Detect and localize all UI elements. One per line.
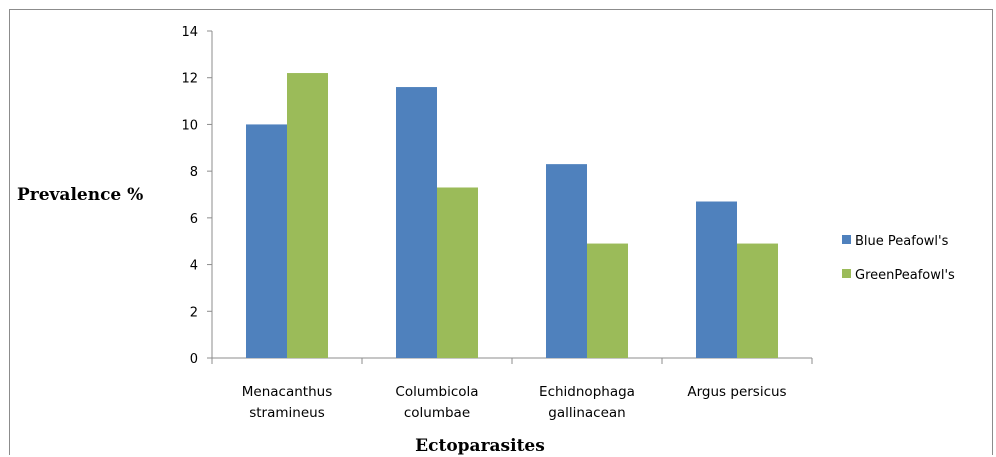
category-labels: Menacanthus stramineus Columbicola columbae… [242, 384, 787, 421]
legend-label: GreenPeafowl's [855, 268, 955, 283]
y-axis-title: Prevalence % [17, 185, 143, 205]
x-category-label: Menacanthus [242, 384, 332, 400]
y-tick-label: 14 [181, 25, 198, 40]
bar-green-peafowl-1 [437, 187, 478, 358]
y-tick-label: 12 [181, 72, 198, 87]
x-axis-title: Ectoparasites [415, 436, 545, 456]
x-category-label: columbae [404, 405, 470, 421]
legend-label: Blue Peafowl's [855, 234, 949, 249]
legend-swatch [842, 269, 851, 278]
x-category-label: Columbicola [395, 384, 478, 400]
bar-green-peafowl-2 [587, 243, 628, 358]
chart-frame [9, 9, 993, 455]
y-tick-label: 4 [190, 259, 198, 274]
x-axis [211, 357, 813, 364]
bars [246, 73, 778, 359]
x-category-label: Argus persicus [687, 384, 786, 400]
y-tick-label: 6 [190, 212, 198, 227]
bar-green-peafowl-0 [287, 73, 328, 359]
bar-blue-peafowl-2 [546, 164, 587, 358]
y-tick-label: 10 [181, 118, 198, 133]
bar-blue-peafowl-0 [246, 124, 287, 358]
y-tick-label: 2 [190, 305, 198, 320]
bar-blue-peafowl-1 [396, 87, 437, 359]
y-tick-label: 0 [190, 352, 198, 367]
y-tick-label: 8 [190, 165, 198, 180]
legend-swatch [842, 235, 851, 244]
x-category-label: Echidnophaga [539, 384, 635, 400]
x-category-label: stramineus [249, 405, 325, 421]
legend: Blue Peafowl's GreenPeafowl's [842, 234, 955, 283]
bar-blue-peafowl-3 [696, 201, 737, 358]
bar-green-peafowl-3 [737, 243, 778, 358]
y-axis: 0 2 4 6 8 10 12 14 [181, 25, 213, 367]
x-category-label: gallinacean [548, 405, 625, 421]
